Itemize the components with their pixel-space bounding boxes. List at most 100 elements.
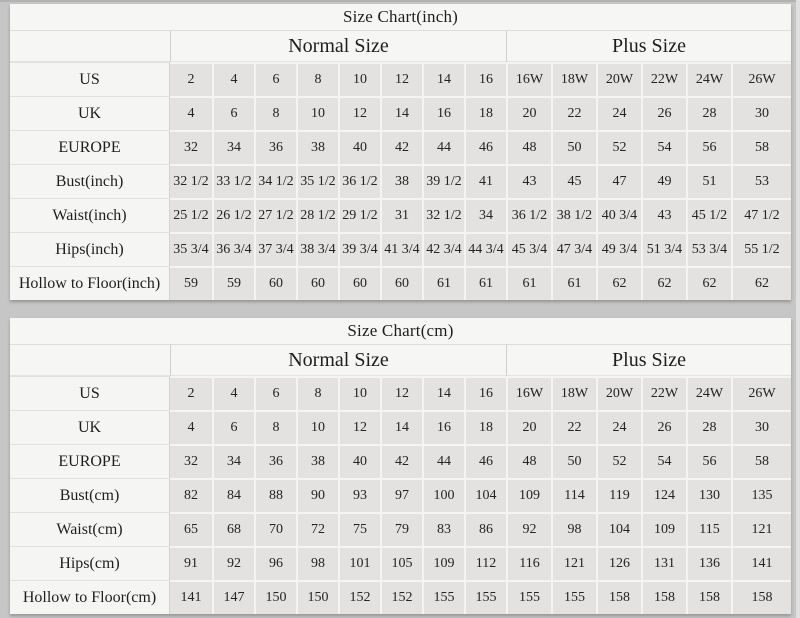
size-value-cell: 12 bbox=[380, 62, 422, 96]
size-value-cell: 56 bbox=[686, 130, 731, 164]
size-value-cell: 115 bbox=[686, 512, 731, 546]
row-label: Hollow to Floor(inch) bbox=[10, 266, 170, 300]
size-value-cell: 20W bbox=[596, 62, 641, 96]
size-value-cell: 97 bbox=[380, 478, 422, 512]
size-value-cell: 92 bbox=[506, 512, 551, 546]
size-value-cell: 83 bbox=[422, 512, 464, 546]
row-label: US bbox=[10, 62, 170, 96]
size-value-cell: 35 1/2 bbox=[296, 164, 338, 198]
size-value-cell: 2 bbox=[170, 376, 212, 410]
size-value-cell: 135 bbox=[731, 478, 791, 512]
size-value-cell: 65 bbox=[170, 512, 212, 546]
size-value-cell: 155 bbox=[551, 580, 596, 614]
row-label: Waist(cm) bbox=[10, 512, 170, 546]
page-right-edge bbox=[796, 0, 800, 618]
size-value-cell: 26W bbox=[731, 62, 791, 96]
size-value-cell: 98 bbox=[296, 546, 338, 580]
size-value-cell: 20 bbox=[506, 410, 551, 444]
size-value-cell: 16 bbox=[464, 62, 506, 96]
size-value-cell: 27 1/2 bbox=[254, 198, 296, 232]
size-value-cell: 32 1/2 bbox=[422, 198, 464, 232]
size-value-cell: 56 bbox=[686, 444, 731, 478]
corner-cell bbox=[10, 345, 170, 376]
size-value-cell: 14 bbox=[380, 410, 422, 444]
row-label: Waist(inch) bbox=[10, 198, 170, 232]
size-value-cell: 4 bbox=[170, 96, 212, 130]
table-row: Hollow to Floor(cm) 141 147 150 150 152 152 155… bbox=[10, 580, 791, 614]
size-value-cell: 8 bbox=[296, 376, 338, 410]
size-value-cell: 40 bbox=[338, 444, 380, 478]
size-value-cell: 40 bbox=[338, 130, 380, 164]
size-value-cell: 48 bbox=[506, 444, 551, 478]
size-value-cell: 150 bbox=[254, 580, 296, 614]
size-value-cell: 98 bbox=[551, 512, 596, 546]
size-value-cell: 59 bbox=[212, 266, 254, 300]
size-chart-inch-table: Size Chart(inch) Normal Size Plus Size U… bbox=[10, 4, 791, 300]
row-label: Hips(inch) bbox=[10, 232, 170, 266]
size-value-cell: 38 bbox=[380, 164, 422, 198]
size-value-cell: 31 bbox=[380, 198, 422, 232]
size-value-cell: 49 3/4 bbox=[596, 232, 641, 266]
table-row: Hollow to Floor(inch) 59 59 60 60 60 60 61 61 61 6… bbox=[10, 266, 791, 300]
size-value-cell: 6 bbox=[212, 410, 254, 444]
size-value-cell: 38 bbox=[296, 444, 338, 478]
size-value-cell: 158 bbox=[731, 580, 791, 614]
size-value-cell: 58 bbox=[731, 444, 791, 478]
table-row: Hips(cm) 91 92 96 98 101 105 109 112 116 121 126 131… bbox=[10, 546, 791, 580]
size-value-cell: 14 bbox=[422, 62, 464, 96]
size-value-cell: 32 bbox=[170, 444, 212, 478]
size-value-cell: 39 3/4 bbox=[338, 232, 380, 266]
size-value-cell: 155 bbox=[464, 580, 506, 614]
size-value-cell: 150 bbox=[296, 580, 338, 614]
size-value-cell: 84 bbox=[212, 478, 254, 512]
size-value-cell: 22W bbox=[641, 62, 686, 96]
size-value-cell: 4 bbox=[170, 410, 212, 444]
size-value-cell: 93 bbox=[338, 478, 380, 512]
size-value-cell: 28 bbox=[686, 410, 731, 444]
table-title-row: Size Chart(cm) bbox=[10, 318, 791, 345]
size-value-cell: 109 bbox=[422, 546, 464, 580]
size-value-cell: 52 bbox=[596, 130, 641, 164]
size-value-cell: 34 1/2 bbox=[254, 164, 296, 198]
size-value-cell: 26 1/2 bbox=[212, 198, 254, 232]
table-row: EUROPE 32 34 36 38 40 42 44 46 48 50 52 54 56 58 bbox=[10, 444, 791, 478]
size-value-cell: 12 bbox=[338, 96, 380, 130]
table-row: Waist(inch) 25 1/2 26 1/2 27 1/2 28 1/2 29 1/… bbox=[10, 198, 791, 232]
size-value-cell: 45 3/4 bbox=[506, 232, 551, 266]
table-row: Bust(cm) 82 84 88 90 93 97 100 104 109 114 119 124 13… bbox=[10, 478, 791, 512]
size-value-cell: 91 bbox=[170, 546, 212, 580]
size-value-cell: 32 bbox=[170, 130, 212, 164]
size-value-cell: 141 bbox=[170, 580, 212, 614]
size-value-cell: 20 bbox=[506, 96, 551, 130]
size-value-cell: 62 bbox=[731, 266, 791, 300]
size-value-cell: 121 bbox=[551, 546, 596, 580]
size-value-cell: 16W bbox=[506, 62, 551, 96]
size-value-cell: 6 bbox=[212, 96, 254, 130]
size-value-cell: 42 bbox=[380, 444, 422, 478]
size-value-cell: 39 1/2 bbox=[422, 164, 464, 198]
size-value-cell: 8 bbox=[296, 62, 338, 96]
size-value-cell: 43 bbox=[641, 198, 686, 232]
size-value-cell: 53 bbox=[731, 164, 791, 198]
size-value-cell: 28 1/2 bbox=[296, 198, 338, 232]
size-value-cell: 22W bbox=[641, 376, 686, 410]
size-value-cell: 24 bbox=[596, 96, 641, 130]
size-value-cell: 126 bbox=[596, 546, 641, 580]
size-value-cell: 30 bbox=[731, 410, 791, 444]
size-value-cell: 10 bbox=[338, 376, 380, 410]
table-row: EUROPE 32 34 36 38 40 42 44 46 48 50 52 54 56 58 bbox=[10, 130, 791, 164]
size-value-cell: 72 bbox=[296, 512, 338, 546]
table-row: Bust(inch) 32 1/2 33 1/2 34 1/2 35 1/2 36 1/2… bbox=[10, 164, 791, 198]
size-value-cell: 60 bbox=[296, 266, 338, 300]
size-value-cell: 130 bbox=[686, 478, 731, 512]
size-value-cell: 60 bbox=[380, 266, 422, 300]
size-value-cell: 46 bbox=[464, 444, 506, 478]
table-title-row: Size Chart(inch) bbox=[10, 4, 791, 31]
size-chart-cm-table: Size Chart(cm) Normal Size Plus Size US 2… bbox=[10, 318, 791, 614]
size-value-cell: 10 bbox=[296, 96, 338, 130]
size-value-cell: 22 bbox=[551, 96, 596, 130]
size-value-cell: 104 bbox=[596, 512, 641, 546]
size-value-cell: 8 bbox=[254, 410, 296, 444]
column-group-row: Normal Size Plus Size bbox=[10, 31, 791, 62]
size-value-cell: 26 bbox=[641, 96, 686, 130]
